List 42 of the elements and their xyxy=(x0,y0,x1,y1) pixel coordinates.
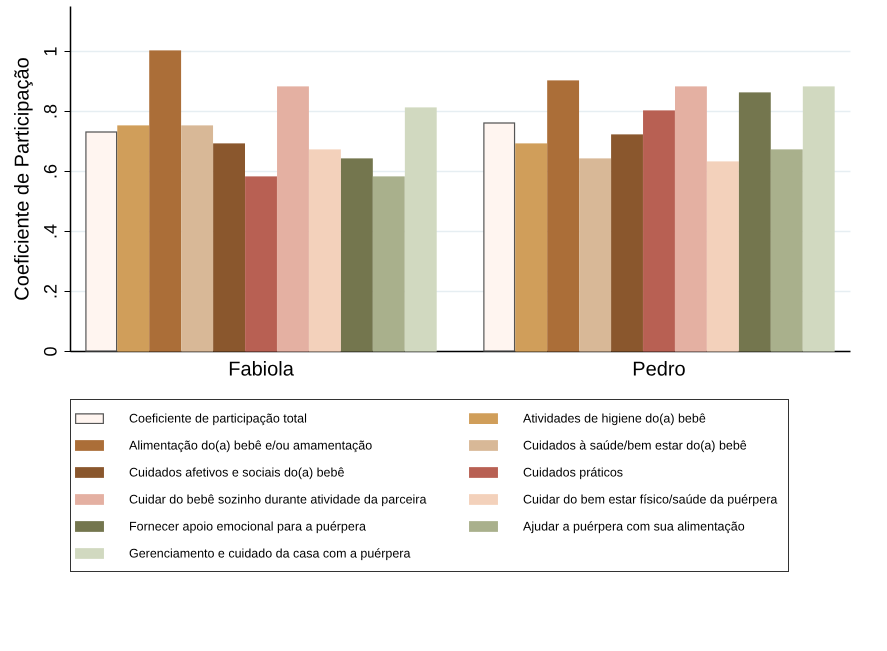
legend-label: Cuidados à saúde/bem estar do(a) bebê xyxy=(523,438,747,452)
bar xyxy=(738,92,771,352)
bar xyxy=(340,158,373,352)
bar xyxy=(213,143,246,352)
bar xyxy=(404,107,437,352)
bar xyxy=(674,86,707,352)
bar xyxy=(181,125,214,352)
y-tick-label: .4 xyxy=(40,224,60,240)
bar xyxy=(802,86,835,352)
legend-label: Cuidar do bebê sozinho durante atividade da parceira xyxy=(129,492,426,506)
bar xyxy=(85,131,118,352)
legend-label: Ajudar a puérpera com sua alimentação xyxy=(523,520,745,534)
bar xyxy=(245,176,277,352)
bar xyxy=(483,122,516,352)
bar xyxy=(372,176,405,352)
bar xyxy=(515,143,548,352)
bar xyxy=(611,134,643,352)
y-tick-label: 0 xyxy=(40,346,60,357)
bar xyxy=(277,86,309,352)
y-tick-label: .2 xyxy=(40,284,60,300)
legend-label: Gerenciamento e cuidado da casa com a puérpera xyxy=(129,546,410,560)
legend-label: Fornecer apoio emocional para a puérpera xyxy=(129,520,366,534)
legend-label: Coeficiente de participação total xyxy=(129,412,307,426)
bar xyxy=(308,149,341,352)
bar xyxy=(579,158,612,352)
y-tick-label: 1 xyxy=(40,46,60,57)
legend-label: Alimentação do(a) bebê e/ou amamentação xyxy=(129,438,372,452)
legend-label: Cuidar do bem estar físico/saúde da puérpera xyxy=(523,492,778,506)
legend-label: Atividades de higiene do(a) bebê xyxy=(523,412,706,426)
y-axis-title: Coeficiente de Participação xyxy=(12,57,34,301)
x-tick-label: Pedro xyxy=(632,358,686,380)
y-tick-label: .8 xyxy=(40,104,60,120)
bar xyxy=(149,50,182,352)
bar xyxy=(643,110,675,352)
legend-label: Cuidados afetivos e sociais do(a) bebê xyxy=(129,466,344,480)
bar xyxy=(547,80,580,352)
x-tick-label: Fabiola xyxy=(228,358,295,380)
y-tick-label: .6 xyxy=(40,164,60,180)
bar xyxy=(706,161,739,352)
bar xyxy=(770,149,803,352)
legend-label: Cuidados práticos xyxy=(523,466,624,480)
bar xyxy=(117,125,150,352)
